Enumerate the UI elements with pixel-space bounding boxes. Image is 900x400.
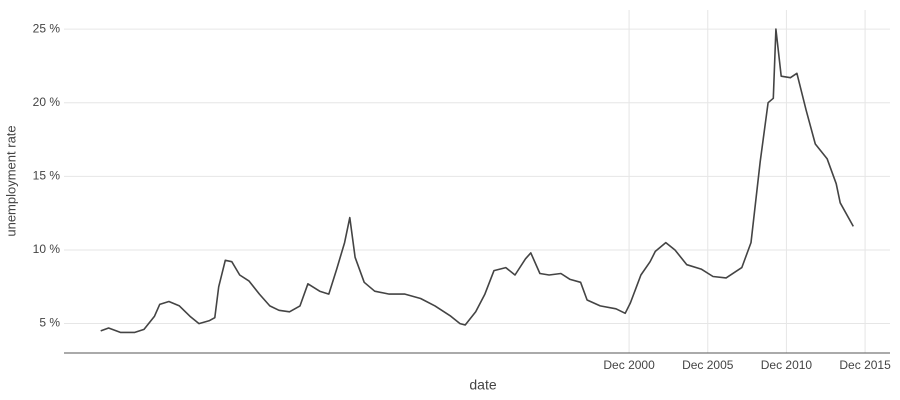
x-tick-label: Dec 2015 [839,358,891,372]
y-axis-title: unemployment rate [3,125,18,236]
x-tick-label: Dec 2005 [682,358,734,372]
y-tick-label: 25 % [33,21,61,35]
y-tick-label: 15 % [33,169,61,183]
y-tick-label: 20 % [33,95,61,109]
y-tick-label: 5 % [39,316,60,330]
line [100,28,854,334]
x-tick-label: Dec 2000 [603,358,655,372]
x-tick-label: Dec 2010 [761,358,813,372]
y-tick-label: 10 % [33,242,61,256]
x-axis-title: date [469,377,496,393]
